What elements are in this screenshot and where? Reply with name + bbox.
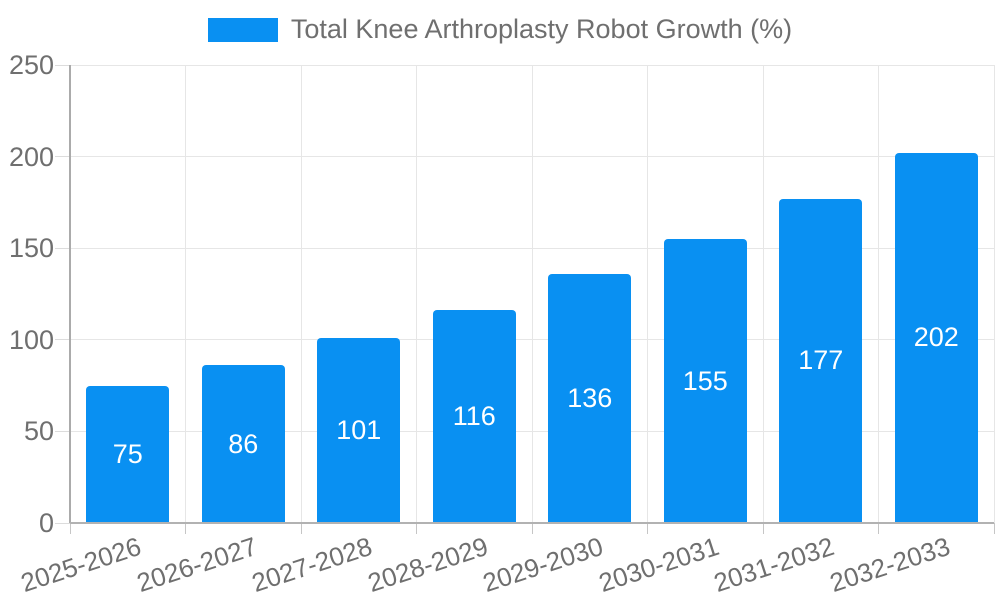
legend-swatch-icon — [207, 17, 278, 42]
y-axis-tick — [55, 339, 70, 341]
y-axis-tick — [55, 522, 70, 524]
x-gridline — [878, 65, 879, 523]
y-axis-line — [69, 65, 71, 523]
x-axis-tick — [69, 523, 71, 534]
x-axis-tick — [300, 523, 302, 534]
y-axis-tick — [55, 156, 70, 158]
x-axis-tick — [993, 523, 995, 534]
x-gridline — [185, 65, 186, 523]
x-axis-tick — [416, 523, 417, 534]
bar[interactable]: 116 — [432, 310, 516, 523]
x-axis-tick-label: 2030-2031 — [594, 531, 723, 598]
y-axis-tick — [55, 247, 70, 249]
x-axis-tick-label: 2032-2033 — [825, 531, 954, 598]
y-axis-tick — [55, 64, 70, 66]
bar-value-label: 155 — [682, 365, 728, 396]
bar[interactable]: 75 — [86, 385, 170, 523]
y-axis-tick-label: 50 — [23, 416, 54, 447]
bar[interactable]: 155 — [663, 239, 747, 523]
bar-value-label: 75 — [112, 438, 143, 469]
y-axis-tick-label: 100 — [8, 324, 54, 355]
y-axis-tick-label: 150 — [8, 233, 54, 264]
bar-value-label: 86 — [228, 428, 259, 459]
bar[interactable]: 136 — [548, 273, 632, 523]
x-gridline — [416, 65, 417, 523]
x-axis-tick-label: 2028-2029 — [363, 531, 492, 598]
x-axis-tick — [531, 523, 533, 534]
y-axis-tick-label: 250 — [8, 50, 54, 80]
x-axis-tick-label: 2029-2030 — [479, 531, 608, 598]
y-axis-tick — [55, 430, 70, 432]
x-axis-tick — [878, 523, 879, 534]
x-axis-tick-label: 2027-2028 — [248, 531, 377, 598]
bar[interactable]: 86 — [201, 365, 285, 523]
x-gridline — [993, 65, 995, 523]
x-axis-tick — [762, 523, 764, 534]
x-axis-tick-label: 2026-2027 — [132, 531, 261, 598]
bar[interactable]: 177 — [779, 198, 863, 523]
bar-value-label: 116 — [452, 401, 496, 432]
bar-value-label: 136 — [567, 382, 613, 413]
x-gridline — [647, 65, 648, 523]
bar-value-label: 101 — [336, 414, 382, 445]
bar[interactable]: 202 — [894, 152, 978, 523]
legend[interactable]: Total Knee Arthroplasty Robot Growth (%) — [0, 14, 1000, 45]
x-axis-tick — [185, 523, 186, 534]
x-gridline — [531, 65, 533, 523]
x-gridline — [762, 65, 764, 523]
bar[interactable]: 101 — [317, 337, 401, 523]
legend-label: Total Knee Arthroplasty Robot Growth (%) — [290, 14, 793, 44]
x-axis-tick-label: 2031-2032 — [710, 531, 839, 598]
x-axis-tick — [647, 523, 648, 534]
x-axis-tick-label: 2025-2026 — [17, 531, 146, 598]
x-axis-line — [70, 522, 994, 524]
x-gridline — [300, 65, 302, 523]
y-axis-tick-label: 200 — [8, 141, 54, 172]
y-axis-tick-label: 0 — [38, 508, 54, 538]
bar-value-label: 202 — [913, 322, 959, 353]
bar-value-label: 177 — [798, 345, 844, 376]
